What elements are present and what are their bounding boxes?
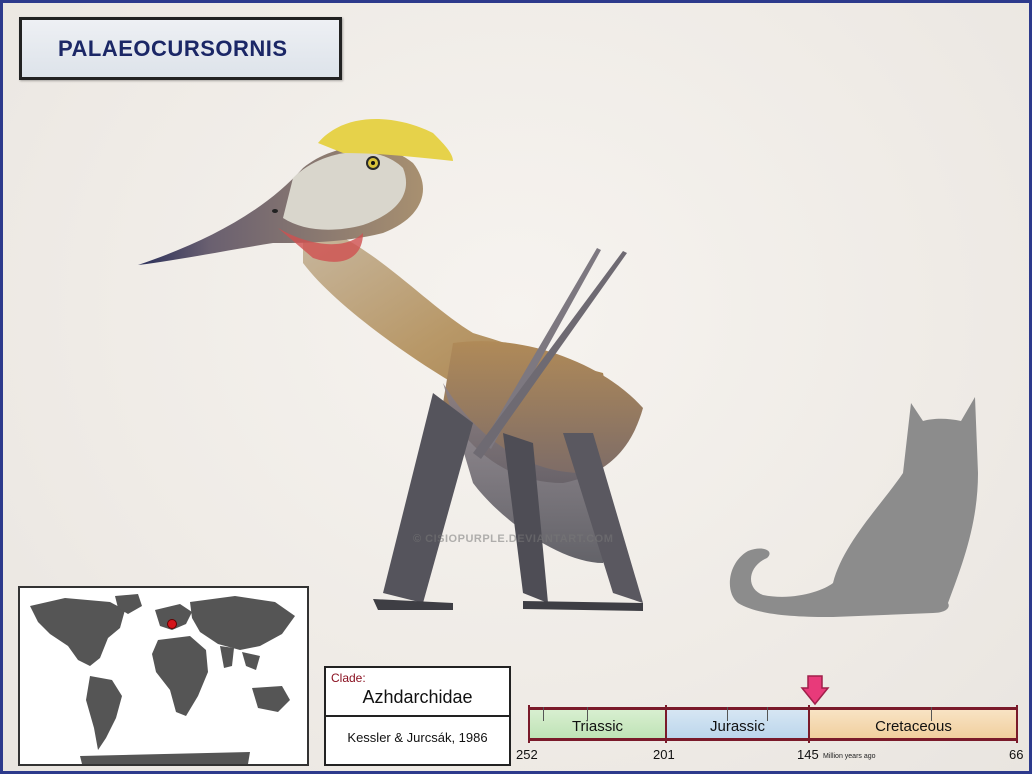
boundary-label-66: 66 [1009,747,1024,762]
clade-authority: Kessler & Jurcsák, 1986 [347,730,488,745]
period-cretaceous: Cretaceous [809,707,1018,741]
pterosaur-illustration [138,119,643,611]
period-label-cretaceous: Cretaceous [875,718,952,735]
locality-marker [167,619,177,629]
page-title: PALAEOCURSORNIS [58,35,288,61]
timeline-tick [727,707,728,721]
timeline-boundary [808,705,810,743]
cat-silhouette [729,397,978,617]
world-map [18,586,309,766]
boundary-label-201: 201 [653,747,675,762]
time-marker-arrow [800,675,830,706]
timeline-boundary [1016,705,1018,743]
timeline-tick [543,707,544,721]
world-map-graphic [20,588,307,764]
period-label-triassic: Triassic [571,718,624,735]
boundary-label-252: 252 [516,747,538,762]
period-label-jurassic: Jurassic [709,718,765,735]
clade-divider [326,715,509,717]
period-jurassic: Jurassic [666,707,809,741]
timeline-tick [587,707,588,721]
timeline-unit: Million years ago [823,753,876,760]
title-plaque: PALAEOCURSORNIS [19,17,342,80]
clade-panel: Clade: Azhdarchidae Kessler & Jurcsák, 1… [324,666,511,766]
timeline-boundary [665,705,667,743]
clade-name: Azhdarchidae [362,687,473,707]
clade-label: Clade: [331,671,366,685]
period-triassic: Triassic [529,707,666,741]
boundary-label-145: 145 [797,747,819,762]
timeline-tick [767,707,768,721]
timeline-boundary [528,705,530,743]
watermark-text: © CISIOPURPLE.DEVIANTART.COM [413,533,614,545]
geologic-timeline: Triassic Jurassic Cretaceous [528,705,1018,743]
timeline-tick [931,707,932,721]
